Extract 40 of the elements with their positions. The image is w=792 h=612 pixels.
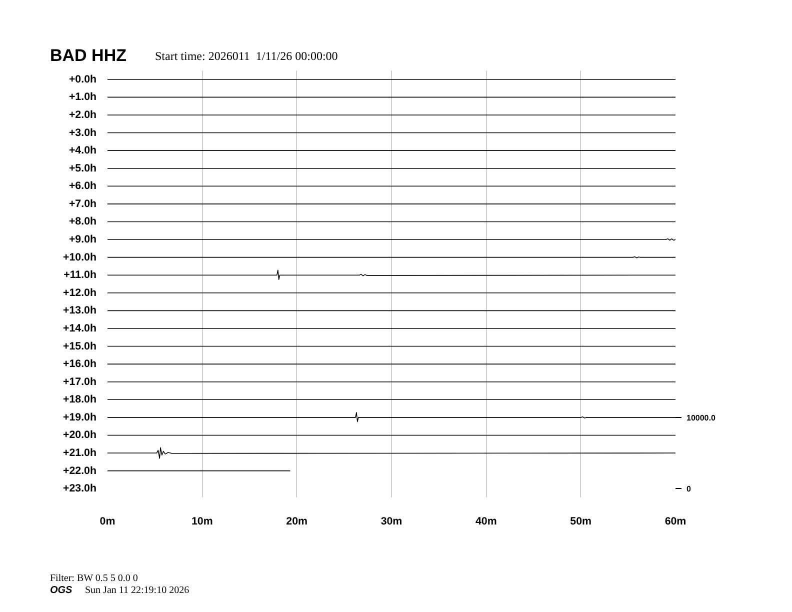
x-tick-label: 30m: [380, 516, 402, 528]
y-tick-label: +20.0h: [63, 429, 97, 442]
y-tick-label: +17.0h: [63, 376, 97, 388]
y-tick-label: +12.0h: [63, 286, 97, 299]
y-tick-label: +23.0h: [63, 482, 97, 495]
y2-tick-label: 10000.0: [686, 413, 716, 422]
line-series: [108, 270, 676, 280]
x-tick-label: 20m: [286, 516, 308, 528]
y-tick-label: +16.0h: [63, 358, 97, 370]
text: Filter: BW 0.5 5 0.0 0: [50, 572, 138, 586]
y-tick-label: +9.0h: [68, 234, 96, 246]
y-tick-label: +4.0h: [68, 144, 96, 157]
text: OGS: [50, 584, 72, 598]
x-tick-label: 10m: [192, 516, 213, 528]
x-tick-label: 60m: [664, 516, 686, 528]
y-tick-label: +0.0h: [68, 73, 96, 86]
y-tick-label: +7.0h: [68, 198, 96, 210]
y-tick-label: +10.0h: [63, 251, 97, 264]
y-tick-label: +14.0h: [63, 322, 97, 334]
y-tick-label: +3.0h: [68, 126, 96, 139]
line-series: [108, 447, 676, 459]
x-tick-label: 0m: [100, 516, 116, 528]
y-tick-label: +21.0h: [63, 447, 97, 460]
chart-title: BAD HHZ: [50, 45, 126, 67]
y-tick-label: +19.0h: [63, 411, 97, 424]
y-tick-label: +13.0h: [63, 304, 97, 317]
x-tick-label: 40m: [476, 516, 497, 528]
y2-tick-label: 0: [686, 484, 692, 494]
y-tick-label: +8.0h: [68, 216, 96, 228]
y-tick-label: +1.0h: [68, 91, 96, 104]
x-tick-label: 50m: [570, 516, 592, 528]
text: Sun Jan 11 22:19:10 2026: [85, 584, 190, 598]
y-tick-label: +22.0h: [63, 464, 97, 477]
y-tick-label: +6.0h: [68, 180, 96, 192]
y-tick-label: +2.0h: [68, 108, 96, 121]
y-tick-label: +5.0h: [68, 162, 96, 174]
y-tick-label: +15.0h: [63, 340, 97, 352]
y-tick-label: +18.0h: [63, 394, 97, 406]
y-tick-label: +11.0h: [64, 269, 97, 282]
chart-subtitle: Start time: 2026011 1/11/26 00:00:00: [155, 48, 338, 65]
